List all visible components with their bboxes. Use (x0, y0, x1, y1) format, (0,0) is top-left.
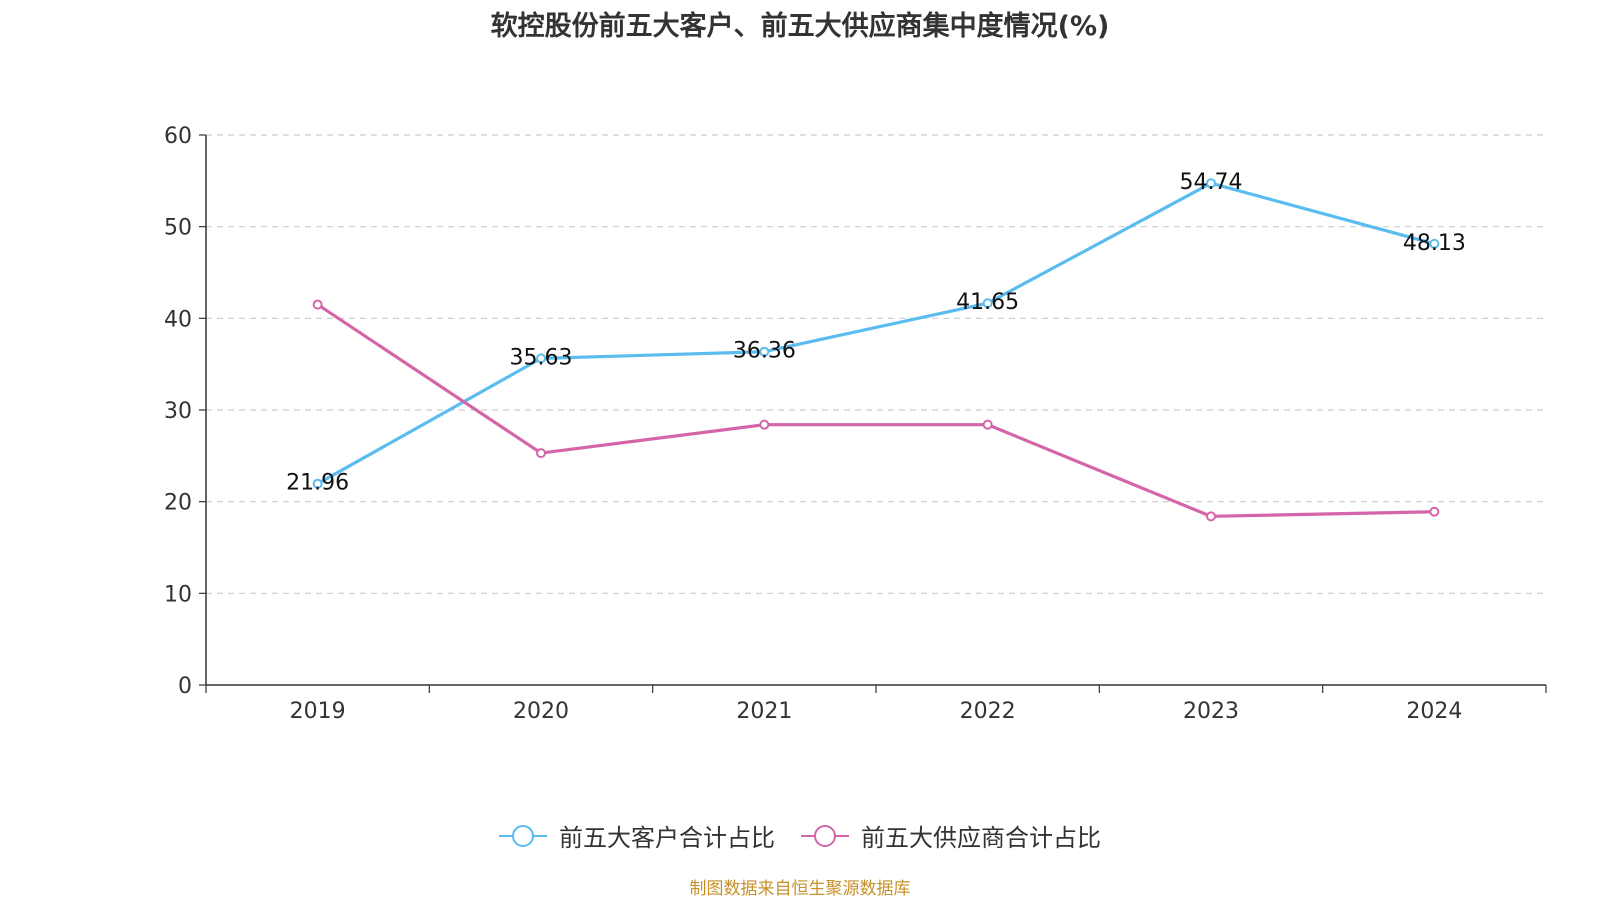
point-suppliers-2021 (759, 419, 770, 430)
legend-suppliers-icon (801, 824, 849, 847)
legend-item-suppliers[interactable]: 前五大供应商合计占比 (801, 818, 1101, 853)
data-label-customers-2019: 21.96 (286, 471, 349, 496)
data-label-customers-2023: 54.74 (1180, 170, 1243, 195)
data-label-customers-2021: 36.36 (733, 339, 796, 364)
point-customers-2019 (312, 478, 323, 489)
y-tick-label-60: 60 (164, 124, 192, 149)
data-label-customers-2022: 41.65 (956, 290, 1019, 315)
x-tick-label-2021: 2021 (736, 699, 792, 724)
axes: 0 10 20 30 40 50 60 2019 2020 2021 2022 2023 2024 (164, 124, 1547, 724)
point-suppliers-2020 (536, 448, 546, 459)
point-customers-2021 (759, 346, 770, 357)
series (312, 178, 1440, 522)
legend-customers-label: 前五大客户合计占比 (559, 824, 775, 852)
x-tick-label-2022: 2022 (960, 699, 1016, 724)
y-tick-label-30: 30 (164, 399, 192, 424)
gridlines (206, 134, 1546, 594)
point-customers-2020 (536, 353, 546, 364)
point-customers-2023 (1206, 178, 1216, 189)
point-suppliers-2019 (312, 299, 323, 310)
data-labels: 21.96 35.63 36.36 41.65 54.74 48.13 (286, 170, 1466, 495)
y-tick-label-50: 50 (164, 216, 192, 241)
legend-suppliers-label: 前五大供应商合计占比 (861, 824, 1101, 852)
x-tick-label-2020: 2020 (513, 699, 569, 724)
series-line-customers (316, 181, 1436, 486)
legend: 前五大客户合计占比 前五大供应商合计占比 (0, 818, 1600, 853)
point-suppliers-2024 (1429, 506, 1440, 517)
x-tick-label-2019: 2019 (290, 699, 346, 724)
point-suppliers-2023 (1206, 511, 1216, 522)
point-customers-2024 (1429, 238, 1440, 249)
data-label-customers-2024: 48.13 (1403, 231, 1466, 256)
data-label-customers-2020: 35.63 (510, 345, 573, 370)
legend-item-customers[interactable]: 前五大客户合计占比 (499, 818, 775, 853)
series-line-suppliers (316, 302, 1436, 518)
x-tick-label-2024: 2024 (1406, 699, 1462, 724)
chart-title: 软控股份前五大客户、前五大供应商集中度情况(%) (490, 11, 1110, 42)
source-note: 制图数据来自恒生聚源数据库 (689, 879, 911, 899)
y-tick-label-40: 40 (164, 307, 192, 332)
point-suppliers-2022 (982, 419, 993, 430)
x-tick-label-2023: 2023 (1183, 699, 1239, 724)
y-tick-label-20: 20 (164, 491, 192, 516)
y-tick-label-0: 0 (178, 674, 192, 699)
point-customers-2022 (982, 298, 993, 309)
y-tick-label-10: 10 (164, 582, 192, 607)
legend-customers-icon (499, 824, 547, 847)
